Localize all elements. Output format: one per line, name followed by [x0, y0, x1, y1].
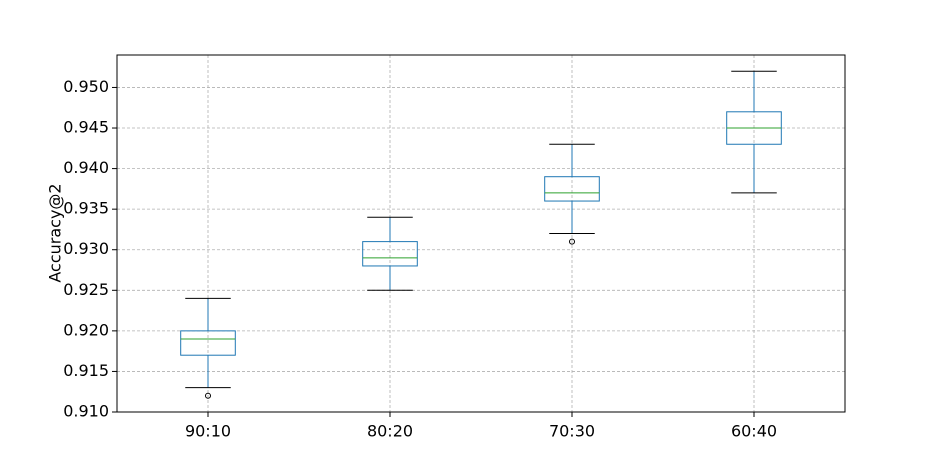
- y-tick-label: 0.950: [63, 77, 109, 96]
- outlier: [569, 238, 575, 245]
- y-tick-label: 0.935: [63, 199, 109, 218]
- y-tick-label: 0.945: [63, 118, 109, 137]
- x-tick-label: 80:20: [367, 422, 413, 441]
- plot-frame: [116, 54, 846, 413]
- x-tick-label: 70:30: [549, 422, 595, 441]
- x-tick-label: 60:40: [731, 422, 777, 441]
- y-axis-label: Accuracy@2: [46, 183, 65, 282]
- y-tick-label: 0.940: [63, 158, 109, 177]
- outlier: [205, 392, 211, 399]
- box: [180, 330, 236, 356]
- box: [362, 241, 418, 267]
- y-tick-label: 0.930: [63, 239, 109, 258]
- x-tick-label: 90:10: [185, 422, 231, 441]
- y-tick-label: 0.910: [63, 402, 109, 421]
- y-tick-label: 0.920: [63, 320, 109, 339]
- box: [544, 176, 600, 202]
- y-tick-label: 0.915: [63, 361, 109, 380]
- y-tick-label: 0.925: [63, 280, 109, 299]
